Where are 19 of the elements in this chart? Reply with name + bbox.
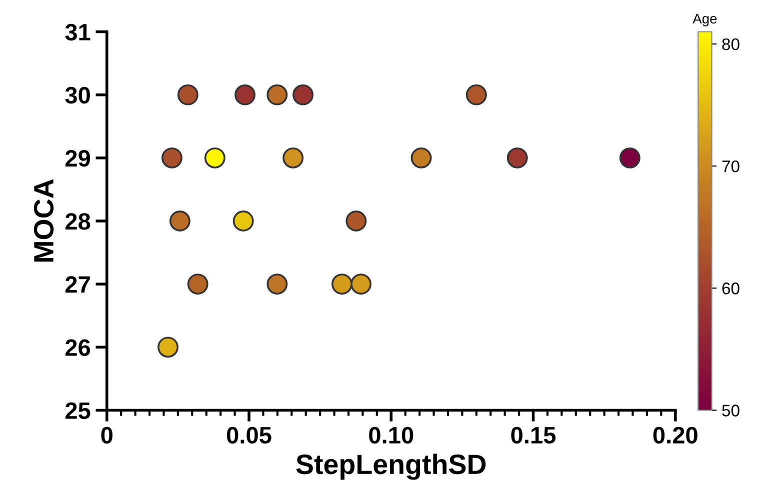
y-tick-label: 27: [65, 276, 90, 293]
y-tick-label: 31: [65, 24, 90, 41]
y-tick-label: 28: [65, 213, 90, 230]
x-tick-label: 0.05: [226, 426, 272, 444]
x-tick-label: 0.20: [653, 426, 698, 444]
y-axis-title: MOCA: [34, 179, 54, 262]
color-bar-label: 70: [722, 160, 740, 172]
x-tick-label: 0: [101, 426, 112, 444]
color-bar-label: 60: [722, 282, 740, 294]
color-bar-label: 80: [722, 38, 740, 50]
x-tick-label: 0.10: [369, 426, 414, 444]
color-bar-label: 50: [722, 404, 740, 416]
y-tick-label: 29: [65, 150, 90, 167]
y-tick-label: 25: [65, 402, 90, 420]
y-tick-label: 30: [65, 86, 90, 104]
color-bar-title: Age: [692, 14, 717, 26]
y-tick-label: 26: [65, 339, 90, 356]
x-axis-title: StepLengthSD: [296, 454, 486, 480]
x-tick-label: 0.15: [511, 426, 556, 444]
